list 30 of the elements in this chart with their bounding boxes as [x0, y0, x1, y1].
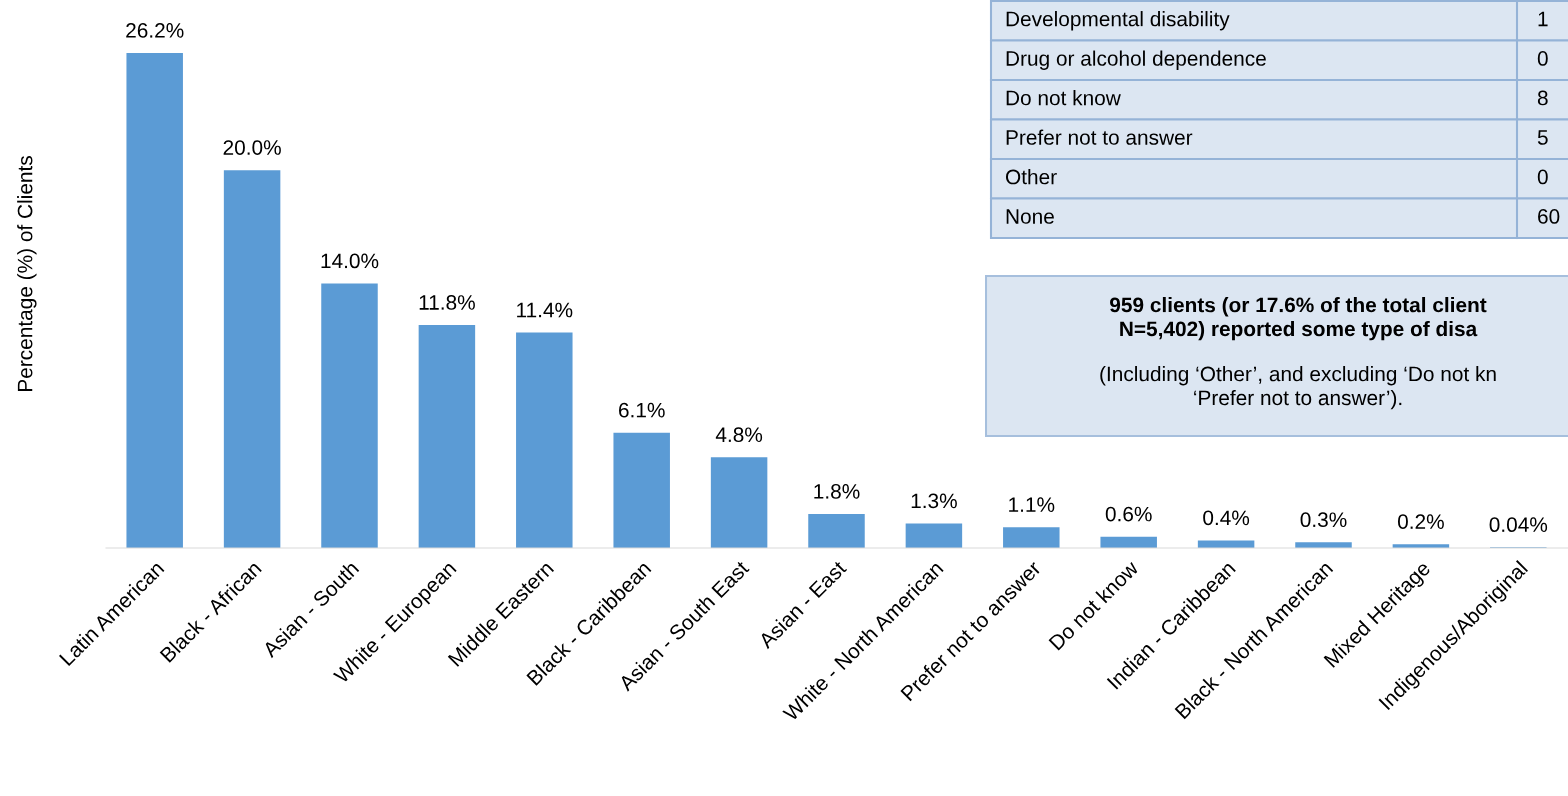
annotation: Drug or alcohol dependence	[1006, 50, 1266, 70]
annotation: 959 clients (or 17.6% of the total client N=5,402) reported some type of disa	[1110, 297, 1487, 341]
annotation: Prefer not to answer	[1006, 129, 1193, 145]
annotation: None	[1006, 209, 1054, 224]
annotation: Do not know	[1006, 90, 1121, 106]
text: 1	[1538, 11, 1548, 27]
data-label: 11.8%	[419, 295, 475, 310]
data-label: 26.2%	[126, 23, 184, 38]
y-axis-title: Percentage (%) of Clients	[17, 156, 37, 391]
data-label: 0.2%	[1397, 514, 1444, 529]
data-label: 1.3%	[911, 493, 957, 509]
data-label: 0.3%	[1300, 512, 1347, 528]
annotation: 60	[1538, 209, 1560, 224]
data-label: 4.8%	[715, 427, 763, 443]
data-label: 20.0%	[223, 140, 281, 155]
annotation: 5	[1537, 130, 1548, 145]
annotation: 0	[1537, 51, 1548, 66]
data-label: 6.1%	[619, 402, 665, 418]
data-label: 0.04%	[1489, 517, 1548, 533]
annotation: 8	[1537, 90, 1548, 106]
data-label: 1.1%	[1009, 497, 1055, 512]
annotation: 0	[1537, 169, 1548, 185]
annotation: (Including ‘Other’, and excluding ‘Do not kn ‘Prefer not to answer’).	[1100, 366, 1496, 410]
text: Developmental disability	[1006, 11, 1230, 31]
data-label: 14.0%	[321, 253, 379, 269]
data-label: 1.8%	[814, 484, 860, 499]
data-label: 0.4%	[1203, 510, 1250, 526]
data-label: 11.4%	[517, 302, 573, 318]
data-label: 0.6%	[1105, 506, 1152, 522]
annotation: Other	[1005, 169, 1057, 185]
